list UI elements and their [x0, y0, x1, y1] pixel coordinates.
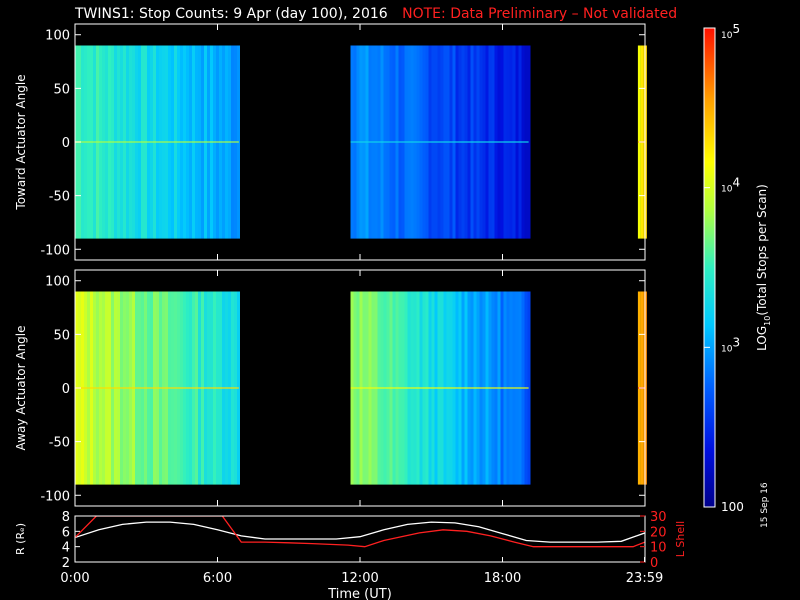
heatmap-cell: [527, 291, 531, 485]
y-tick-label: 6: [62, 525, 70, 540]
toward-heatmap-panel: 100 50 0 -50 -100 Toward Actuator Angle: [14, 23, 647, 261]
colorbar-tick-label: 104: [721, 176, 740, 195]
y-axis-label: Toward Actuator Angle: [14, 74, 28, 210]
y-tick-label: 100: [45, 275, 70, 290]
x-tick-label: 0:00: [60, 571, 89, 586]
colorbar-label: LOG10(Total Stops per Scan): [755, 184, 772, 351]
date-stamp: 15 Sep 16: [760, 482, 770, 528]
x-tick-label: 18:00: [484, 571, 521, 586]
colorbar-tick-exp: 3: [732, 335, 740, 349]
y-tick-label: 50: [53, 328, 70, 343]
colorbar-tick-exp: 4: [732, 176, 740, 190]
colorbar-gradient: [703, 27, 716, 508]
colorbar-tick-label: 100: [721, 500, 744, 514]
colorbar-tick-base: 10: [721, 31, 733, 41]
y-tick-label: 0: [62, 136, 70, 151]
y-axis-label-right: L Shell: [674, 521, 687, 557]
colorbar-label-log: LOG: [755, 326, 769, 351]
y-tick-label: 0: [62, 382, 70, 397]
y-axis-label: Away Actuator Angle: [14, 325, 28, 450]
y-right-tick-label: 20: [650, 525, 667, 540]
heatmap-cell: [527, 45, 531, 239]
y-tick-label: -100: [40, 489, 70, 504]
title-note: NOTE: Data Preliminary – Not validated: [402, 6, 678, 22]
x-tick-label: 6:00: [203, 571, 232, 586]
away-heatmap-panel: 100 50 0 -50 -100 Away Actuator Angle: [14, 269, 647, 507]
y-right-tick-label: 0: [650, 556, 658, 571]
colorbar-label-sub: 10: [763, 316, 772, 326]
colorbar-label-rest: (Total Stops per Scan): [755, 184, 769, 315]
y-axis-label-left: R (Rₑ): [14, 523, 27, 555]
panel-frame: [74, 515, 646, 563]
chart-title: TWINS1: Stop Counts: 9 Apr (day 100), 20…: [75, 6, 677, 22]
y-tick-label: 8: [62, 510, 70, 525]
x-tick-label: 12:00: [341, 571, 378, 586]
title-main: TWINS1: Stop Counts: 9 Apr (day 100), 20…: [75, 6, 388, 22]
y-tick-label: -100: [40, 243, 70, 258]
x-axis-label: Time (UT): [327, 587, 392, 600]
y-tick-label: 100: [45, 29, 70, 44]
l-shell-line: [75, 516, 645, 548]
y-tick-label: -50: [49, 436, 70, 451]
y-tick-label: 2: [62, 556, 70, 571]
y-tick-label: 50: [53, 82, 70, 97]
y-right-tick-label: 10: [650, 541, 667, 556]
colorbar-tick-base: 10: [721, 344, 733, 354]
colorbar-tick-label: 103: [721, 335, 740, 354]
colorbar-tick-base: 10: [721, 185, 733, 195]
colorbar-tick-exp: 5: [732, 22, 740, 36]
x-tick-label: 23:59: [626, 571, 663, 586]
colorbar-tick-label: 105: [721, 22, 740, 41]
colorbar-tick-base: 100: [721, 500, 744, 514]
y-tick-label: -50: [49, 190, 70, 205]
y-tick-label: 4: [62, 541, 70, 556]
r-distance-line: [75, 521, 645, 543]
y-right-tick-label: 30: [650, 510, 667, 525]
